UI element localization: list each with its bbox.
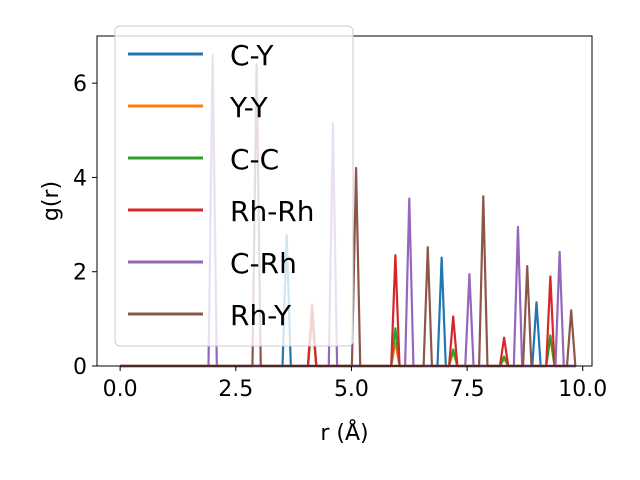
y-tick-label: 2 bbox=[73, 261, 87, 286]
legend-label: Rh-Y bbox=[230, 299, 292, 332]
legend-label: C-Y bbox=[230, 39, 274, 72]
x-axis-label: r (Å) bbox=[320, 419, 368, 446]
legend-box bbox=[114, 25, 354, 347]
legend-label: C-C bbox=[230, 143, 279, 176]
x-tick-label: 2.5 bbox=[218, 377, 253, 402]
x-tick-label: 5.0 bbox=[334, 377, 369, 402]
x-tick-label: 7.5 bbox=[450, 377, 485, 402]
legend-label: C-Rh bbox=[230, 247, 297, 280]
legend-label: Y-Y bbox=[229, 91, 269, 124]
y-tick-label: 4 bbox=[73, 166, 87, 191]
legend: C-Y Y-Y C-C Rh-Rh C-Rh Rh-Y bbox=[114, 25, 354, 347]
y-axis-label: g(r) bbox=[39, 181, 64, 221]
legend-label: Rh-Rh bbox=[230, 195, 315, 228]
x-axis-ticks: 0.0 2.5 5.0 7.5 10.0 bbox=[103, 366, 607, 402]
x-tick-label: 10.0 bbox=[558, 377, 607, 402]
y-tick-label: 0 bbox=[73, 355, 87, 380]
y-tick-label: 6 bbox=[73, 72, 87, 97]
y-axis-ticks: 0 2 4 6 bbox=[73, 72, 97, 380]
x-tick-label: 0.0 bbox=[103, 377, 138, 402]
